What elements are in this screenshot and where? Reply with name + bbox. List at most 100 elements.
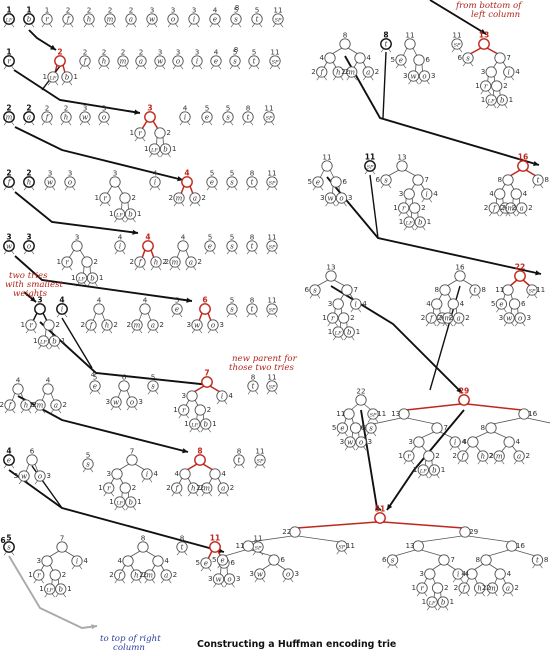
node-weight: 11	[536, 285, 545, 294]
node-symbol: LF	[419, 468, 427, 474]
node-weight: 1	[6, 5, 11, 14]
node-weight: 2	[121, 47, 126, 56]
merge-arrow	[13, 69, 141, 114]
trie-edge	[316, 279, 329, 287]
internal-node	[201, 376, 213, 388]
node-weight: 1	[172, 144, 177, 153]
trie-edge	[261, 563, 272, 571]
node-weight: 5	[210, 168, 215, 177]
node-weight: 2	[489, 451, 494, 460]
leaf-node-b	[496, 94, 508, 106]
trie-edge	[522, 279, 531, 287]
node-symbol: w	[113, 398, 119, 406]
trie-edge	[297, 535, 340, 543]
node-weight: 4	[184, 168, 189, 177]
leaf-node-lf	[148, 143, 161, 155]
leaf-node-a	[185, 256, 197, 268]
node-weight: 3	[403, 71, 408, 80]
node-weight: 13	[405, 541, 414, 550]
node-symbol: f	[45, 113, 50, 121]
leaf-node-s	[226, 176, 238, 188]
node-weight: 3	[320, 193, 325, 202]
node-weight: 3	[102, 103, 107, 112]
leaf-node-w	[146, 13, 158, 25]
node-symbol: r	[407, 452, 411, 460]
node-weight: 6	[362, 423, 367, 432]
node-symbol: s	[230, 305, 234, 313]
leaf-node-e	[312, 176, 324, 188]
node-weight: 1	[57, 257, 62, 266]
leaf-node-i	[149, 176, 161, 188]
node-weight: 16	[516, 541, 526, 550]
leaf-node-b	[200, 418, 212, 430]
node-weight: 2	[6, 103, 11, 112]
node-weight: 4	[153, 168, 158, 177]
node-symbol: SP	[269, 180, 276, 186]
node-symbol: w	[506, 314, 512, 322]
trie-edge	[220, 566, 222, 576]
trie-edge	[475, 445, 482, 453]
leaf-node-b	[414, 216, 426, 228]
internal-node	[480, 554, 492, 566]
node-weight: 11	[377, 409, 386, 418]
node-weight: 1	[6, 47, 11, 56]
nodes-layer	[3, 13, 544, 608]
node-weight: 6	[202, 295, 207, 304]
leaf-node-i	[179, 111, 191, 123]
leaf-node-m	[493, 450, 505, 462]
trie-edge	[382, 521, 464, 529]
node-symbol: i	[426, 190, 428, 198]
leaf-node-h	[98, 55, 110, 67]
leaf-node-i	[421, 188, 433, 200]
trie-edge	[25, 463, 30, 473]
leaf-node-f	[79, 55, 91, 67]
leaf-node-lf	[3, 13, 15, 25]
leaf-node-w	[154, 55, 166, 67]
trie-edge	[92, 312, 97, 322]
leaf-node-t	[248, 55, 260, 67]
leaf-node-e	[495, 298, 508, 310]
node-weight: 2	[345, 67, 350, 76]
leaf-node-w	[3, 240, 15, 252]
node-weight: 1	[356, 327, 361, 336]
node-weight: 2	[444, 583, 449, 592]
node-weight: 2	[528, 203, 533, 212]
trie-edge	[207, 550, 213, 560]
node-weight: 1	[413, 465, 418, 474]
node-symbol: w	[347, 438, 353, 446]
arrow-head	[186, 297, 192, 303]
node-weight: 3	[419, 569, 424, 578]
leaf-node-m	[505, 202, 517, 214]
node-weight: 1	[95, 193, 100, 202]
leaf-node-b	[55, 583, 67, 595]
node-weight: 4	[433, 189, 438, 198]
node-weight: 16	[528, 409, 538, 418]
leaf-node-m	[117, 55, 129, 67]
node-symbol: LF	[49, 75, 57, 81]
node-symbol: e	[208, 242, 212, 250]
node-weight: 2	[486, 583, 491, 592]
node-weight: 3	[499, 313, 504, 322]
node-weight: 7	[424, 175, 429, 184]
node-symbol: a	[189, 258, 193, 266]
leaf-node-b	[23, 13, 35, 25]
leaf-node-f	[3, 176, 15, 188]
trie-edge	[106, 185, 113, 195]
trie-edge	[514, 549, 536, 557]
leaf-node-h	[60, 111, 72, 123]
node-weight: 3	[368, 437, 373, 446]
node-weight: 4	[143, 295, 148, 304]
leaf-node-b	[61, 71, 73, 83]
leaf-node-w	[191, 319, 203, 331]
leaf-node-f	[4, 399, 16, 411]
leaf-node-sp	[263, 111, 275, 123]
node-weight: 5	[208, 232, 213, 241]
node-symbol: e	[204, 559, 208, 567]
trie-edge	[410, 183, 416, 191]
node-weight: 2	[166, 483, 171, 492]
leaf-node-s	[222, 111, 234, 123]
node-weight: 8	[237, 446, 242, 455]
trie-edge	[224, 549, 246, 557]
trie-edge	[462, 279, 474, 287]
node-symbol: t	[385, 40, 388, 48]
